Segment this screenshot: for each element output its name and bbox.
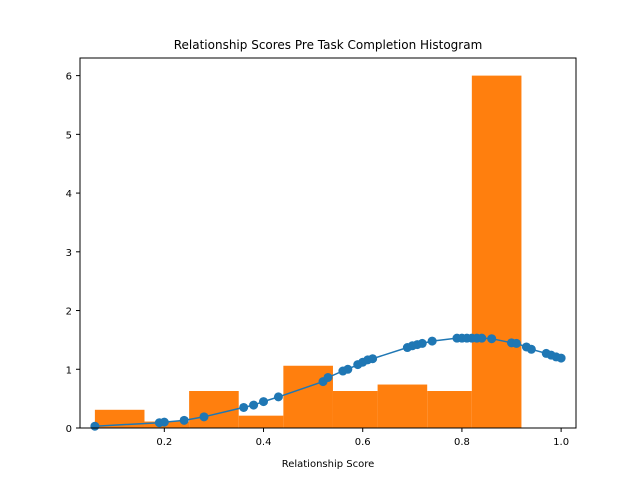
- y-tick-label: 6: [66, 72, 72, 83]
- density-point: [273, 392, 283, 402]
- histogram-bars: [94, 75, 522, 428]
- density-point: [511, 338, 521, 348]
- histogram-bar: [332, 391, 378, 428]
- density-curve: [90, 333, 566, 431]
- density-point: [487, 334, 497, 344]
- density-point: [417, 338, 427, 348]
- histogram-bar: [471, 75, 522, 428]
- density-point: [343, 364, 353, 374]
- density-point: [368, 354, 378, 364]
- density-point: [556, 353, 566, 363]
- x-tick-label: 0.4: [256, 437, 272, 448]
- density-point: [90, 421, 100, 431]
- y-tick-label: 4: [66, 189, 72, 200]
- density-point: [427, 336, 437, 346]
- histogram-bar: [377, 384, 428, 428]
- histogram-bar: [238, 415, 284, 428]
- density-point: [259, 397, 269, 407]
- chart-title: Relationship Scores Pre Task Completion …: [174, 38, 483, 52]
- y-tick-label: 3: [66, 248, 72, 259]
- y-tick-label: 0: [66, 424, 72, 435]
- x-axis-label: Relationship Score: [282, 459, 375, 470]
- density-point: [239, 402, 249, 412]
- density-point: [477, 333, 487, 343]
- y-tick-label: 5: [66, 130, 72, 141]
- x-tick-label: 0.6: [355, 437, 371, 448]
- density-point: [159, 417, 169, 427]
- x-axis: 0.2 0.4 0.6 0.8 1.0: [156, 428, 569, 448]
- y-tick-label: 1: [66, 365, 72, 376]
- x-tick-label: 0.8: [454, 437, 470, 448]
- x-tick-label: 1.0: [553, 437, 569, 448]
- y-axis: 0 1 2 3 4 5 6: [66, 72, 80, 435]
- density-point: [323, 372, 333, 382]
- density-point: [179, 415, 189, 425]
- density-point: [526, 344, 536, 354]
- density-point: [249, 400, 259, 410]
- y-tick-label: 2: [66, 307, 72, 318]
- histogram-bar: [427, 391, 472, 428]
- histogram-bar: [189, 391, 239, 428]
- plot-frame: [79, 57, 577, 429]
- density-point: [199, 412, 209, 422]
- x-tick-label: 0.2: [156, 437, 172, 448]
